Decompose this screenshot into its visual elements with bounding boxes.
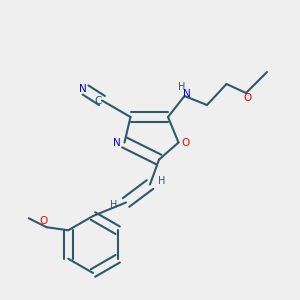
Text: N: N [79, 83, 86, 94]
Text: O: O [40, 216, 48, 226]
Text: C: C [95, 95, 102, 106]
Text: H: H [178, 82, 186, 92]
Text: H: H [110, 200, 118, 211]
Text: H: H [158, 176, 165, 187]
Text: N: N [183, 89, 191, 100]
Text: O: O [243, 92, 252, 103]
Text: N: N [113, 137, 121, 148]
Text: O: O [182, 137, 190, 148]
